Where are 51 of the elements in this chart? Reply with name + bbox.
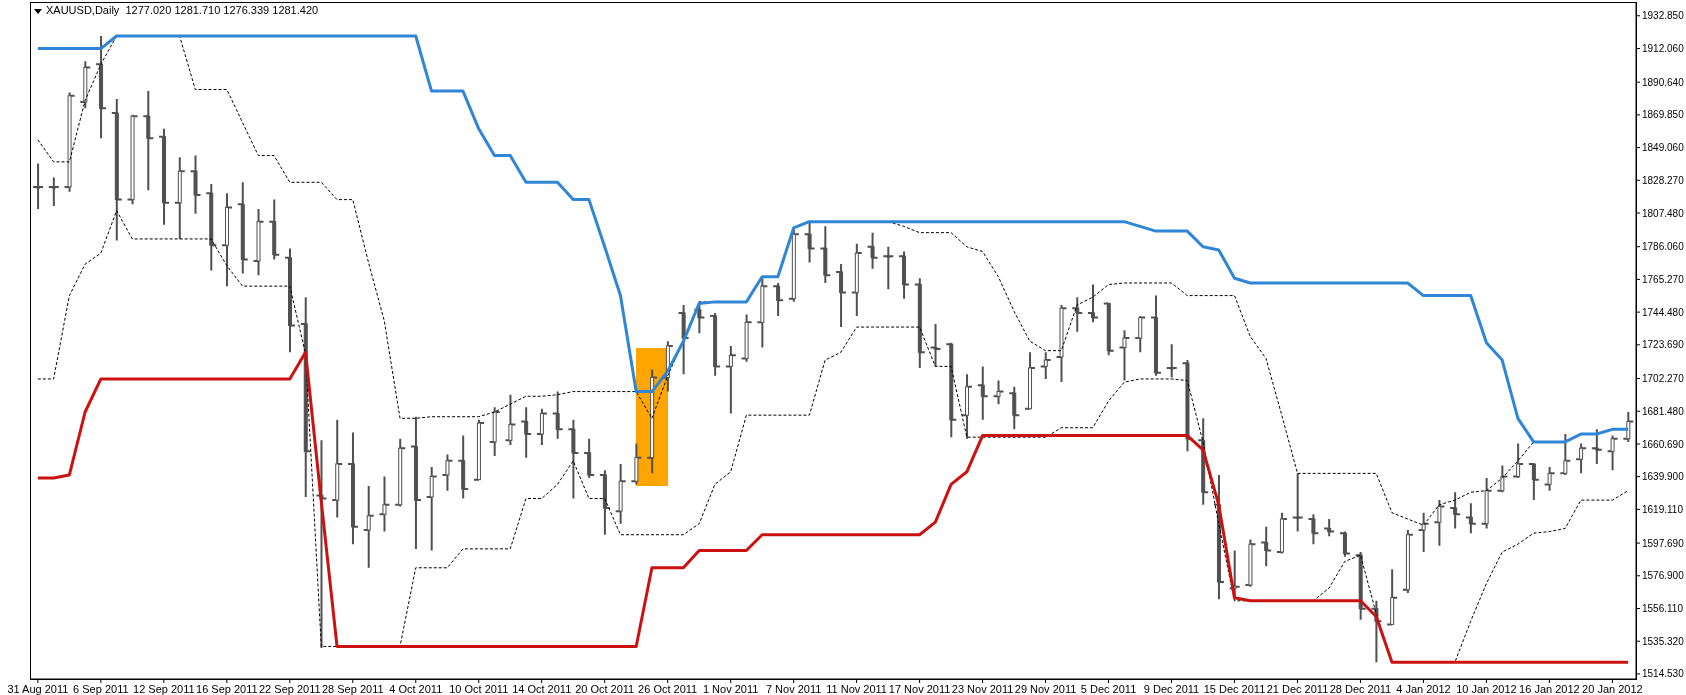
y-tick-label: 1765.270: [1642, 273, 1685, 285]
x-tick-label: 31 Aug 2011: [7, 682, 69, 695]
x-tick-label: 29 Nov 2011: [1014, 682, 1077, 695]
x-tick-label: 16 Jan 2012: [1519, 682, 1580, 695]
y-tick-label: 1576.900: [1642, 570, 1685, 582]
x-tick-label: 5 Dec 2011: [1080, 682, 1137, 695]
x-tick-label: 10 Oct 2011: [449, 682, 509, 695]
x-tick-label: 4 Oct 2011: [389, 682, 443, 695]
y-tick-label: 1869.850: [1642, 109, 1685, 121]
y-tick-label: 1723.690: [1642, 339, 1685, 351]
x-tick-label: 4 Jan 2012: [1396, 682, 1451, 695]
y-tick-label: 1681.480: [1642, 405, 1685, 417]
x-tick-label: 23 Nov 2011: [951, 682, 1014, 695]
y-tick-label: 1619.110: [1642, 503, 1684, 515]
x-tick-label: 1 Nov 2011: [702, 682, 759, 695]
y-tick-label: 1535.320: [1642, 635, 1685, 647]
y-tick-label: 1514.530: [1642, 668, 1685, 680]
x-tick-label: 9 Dec 2011: [1143, 682, 1200, 695]
x-tick-label: 20 Oct 2011: [575, 682, 635, 695]
x-tick-label: 22 Sep 2011: [259, 682, 321, 695]
x-tick-label: 10 Jan 2012: [1456, 682, 1517, 695]
y-tick-label: 1702.270: [1642, 373, 1685, 385]
x-tick-label: 17 Nov 2011: [888, 682, 951, 695]
y-tick-label: 1807.480: [1642, 207, 1685, 219]
x-tick-label: 6 Sep 2011: [73, 682, 129, 695]
line-series: [36, 350, 1630, 664]
x-tick-label: 28 Sep 2011: [321, 682, 384, 695]
x-tick-label: 26 Oct 2011: [638, 682, 698, 695]
line-series: [37, 210, 1629, 663]
chart-title: XAUUSD,Daily 1277.020 1281.710 1276.339 1281.420: [46, 4, 319, 16]
x-tick-label: 21 Dec 2011: [1266, 682, 1329, 695]
y-tick-label: 1932.850: [1642, 10, 1685, 22]
x-tick-label: 14 Oct 2011: [512, 682, 572, 695]
x-tick-label: 12 Sep 2011: [133, 682, 195, 695]
x-tick-label: 16 Sep 2011: [196, 682, 258, 695]
y-tick-label: 1556.110: [1642, 603, 1684, 615]
y-tick-label: 1660.690: [1642, 438, 1685, 450]
y-tick-label: 1597.690: [1642, 537, 1685, 549]
y-tick-label: 1786.060: [1642, 241, 1685, 253]
x-tick-label: 20 Jan 2012: [1582, 682, 1643, 695]
y-tick-label: 1828.270: [1642, 174, 1685, 186]
y-tick-label: 1744.480: [1642, 306, 1685, 318]
y-tick-label: 1849.060: [1642, 142, 1685, 154]
x-tick-label: 15 Dec 2011: [1203, 682, 1266, 695]
y-tick-label: 1639.900: [1642, 471, 1685, 483]
x-tick-label: 11 Nov 2011: [826, 682, 887, 695]
y-tick-label: 1890.640: [1642, 76, 1685, 88]
line-series: [36, 34, 1630, 444]
x-tick-label: 7 Nov 2011: [765, 682, 822, 695]
x-tick-label: 28 Dec 2011: [1329, 682, 1392, 695]
y-tick-label: 1912.060: [1642, 43, 1685, 55]
